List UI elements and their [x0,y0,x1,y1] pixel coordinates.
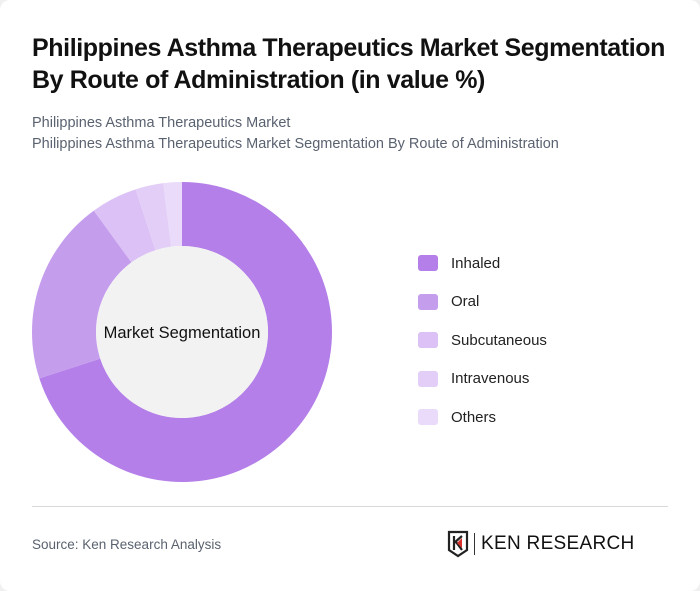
legend-label: Oral [451,293,480,311]
legend-swatch [418,409,438,426]
slice-subcutaneous[interactable] [93,189,156,263]
legend-swatch [418,370,438,387]
legend-swatch [418,293,438,310]
subtitle-line-1: Philippines Asthma Therapeutics Market [32,115,291,131]
donut-svg: Market Segmentation [31,182,332,482]
legend-item-intravenous[interactable]: Intravenous [418,360,547,399]
slice-intravenous[interactable] [135,183,172,251]
legend-label: Subcutaneous [451,331,547,349]
ken-logo-icon [447,530,469,558]
slice-others[interactable] [163,182,182,247]
legend-label: Intravenous [451,370,530,388]
legend-item-oral[interactable]: Oral [418,283,547,322]
chart-subtitle: Philippines Asthma Therapeutics Market P… [32,113,559,155]
subtitle-line-2: Philippines Asthma Therapeutics Market S… [32,136,559,152]
chart-title: Philippines Asthma Therapeutics Market S… [32,34,665,94]
donut-chart: Market Segmentation [31,181,333,483]
legend-label: Inhaled [451,254,501,272]
logo-text: KEN RESEARCH [481,533,635,554]
slice-inhaled[interactable] [39,182,332,482]
legend: Inhaled Oral Subcutaneous Intravenous Others [418,244,547,437]
ken-research-logo: KEN RESEARCH [447,530,635,558]
legend-swatch [418,332,438,349]
footer-divider [32,506,668,507]
legend-item-subcutaneous[interactable]: Subcutaneous [418,321,547,360]
legend-item-others[interactable]: Others [418,398,547,437]
legend-swatch [418,255,438,272]
center-label: Market Segmentation [104,324,261,342]
legend-item-inhaled[interactable]: Inhaled [418,244,547,283]
logo-separator [474,533,475,555]
source-note: Source: Ken Research Analysis [32,537,222,552]
legend-label: Others [451,408,497,426]
slice-oral[interactable] [31,210,132,379]
donut-hole [96,246,268,418]
